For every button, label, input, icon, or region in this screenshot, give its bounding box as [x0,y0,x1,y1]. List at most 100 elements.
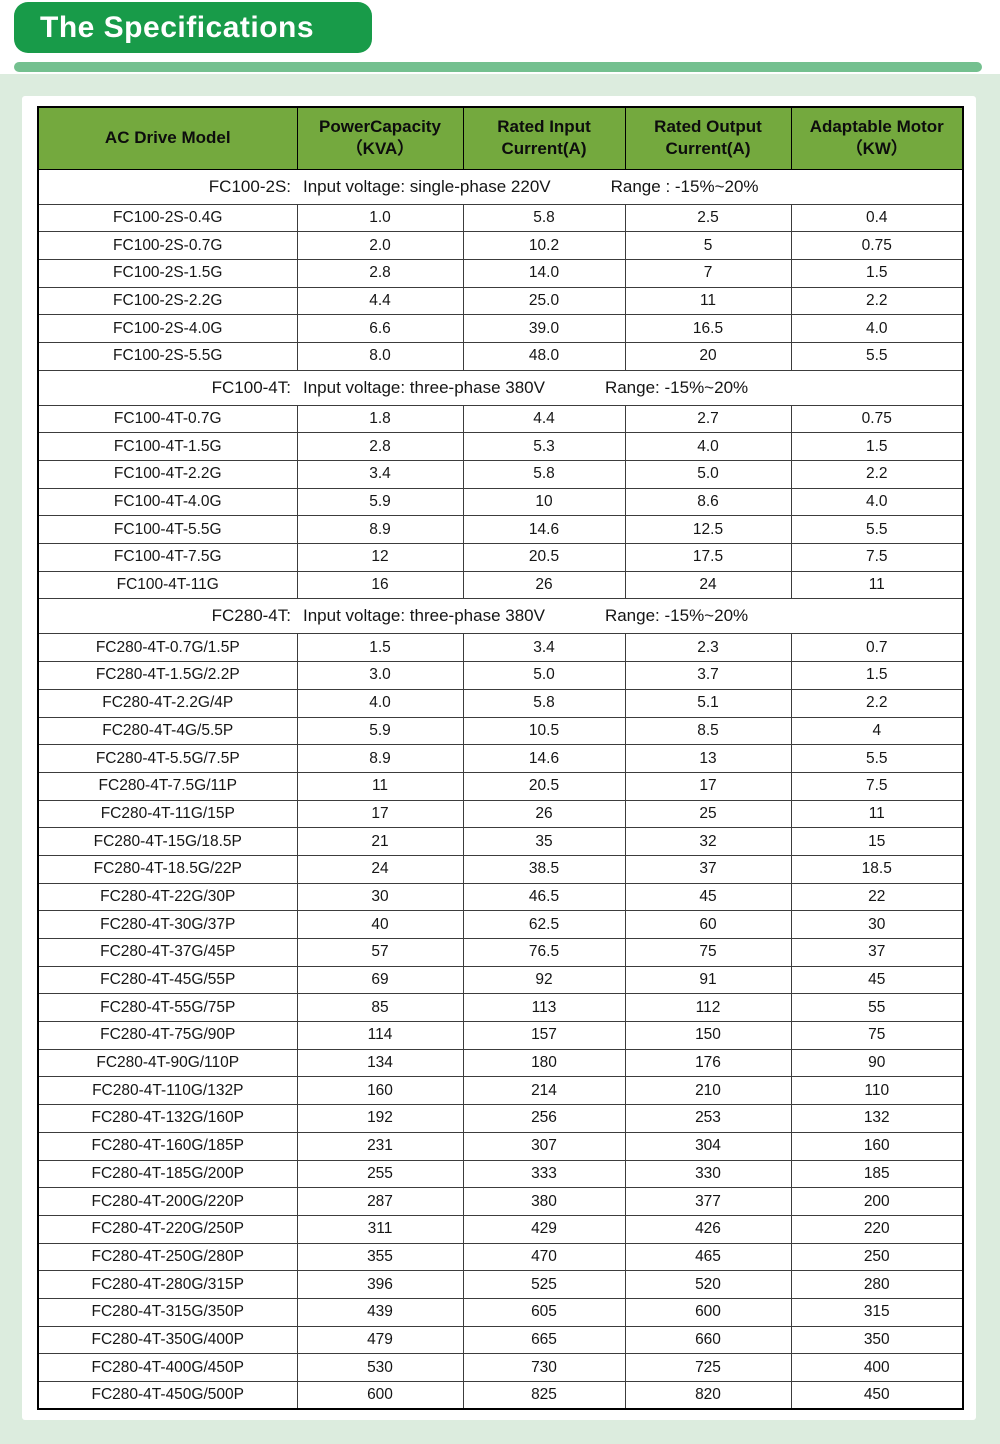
value-cell: 210 [624,1076,792,1106]
value-cell: 75 [624,938,792,967]
value-cell: 5.8 [462,688,626,718]
value-cell: 25.0 [462,286,626,316]
model-cell: FC280-4T-90G/110P [37,1048,298,1078]
value-cell: 20 [624,341,792,371]
value-cell: 132 [790,1104,964,1133]
column-header-line2: （KW） [845,139,908,159]
model-cell: FC280-4T-4G/5.5P [37,716,298,746]
table-head: AC Drive Model PowerCapacity （KVA） Rated In… [37,106,964,170]
value-cell: 10.5 [462,716,626,746]
model-cell: FC100-2S-4.0G [37,314,298,343]
value-cell: 91 [624,965,792,995]
table-body: FC100-2S: Input voltage: single-phase 220… [37,168,964,1410]
value-cell: 185 [790,1159,964,1189]
value-cell: 20.5 [462,771,626,801]
column-header-1: PowerCapacity （KVA） [296,106,464,170]
model-cell: FC280-4T-37G/45P [37,938,298,967]
table-row: FC100-4T-5.5G 8.9 14.6 12.5 5.5 [37,515,964,545]
section-model-label: FC100-2S: [208,176,291,196]
value-cell: 5.5 [790,515,964,545]
value-cell: 25 [624,799,792,829]
model-cell: FC100-4T-0.7G [37,404,298,434]
value-cell: 11 [790,799,964,829]
table-row: FC280-4T-2.2G/4P 4.0 5.8 5.1 2.2 [37,688,964,718]
value-cell: 40 [296,910,464,939]
table-row: FC280-4T-55G/75P 85 113 112 55 [37,993,964,1023]
value-cell: 253 [624,1104,792,1133]
model-cell: FC280-4T-18.5G/22P [37,854,298,884]
value-cell: 39.0 [462,314,626,343]
value-cell: 10 [462,487,626,517]
value-cell: 4.0 [790,487,964,517]
value-cell: 75 [790,1021,964,1050]
value-cell: 600 [296,1381,464,1410]
model-cell: FC280-4T-11G/15P [37,799,298,829]
model-cell: FC100-4T-7.5G [37,543,298,572]
table-row: FC100-4T-4.0G 5.9 10 8.6 4.0 [37,487,964,517]
model-cell: FC280-4T-200G/220P [37,1187,298,1216]
value-cell: 256 [462,1104,626,1133]
value-cell: 396 [296,1270,464,1299]
section-voltage-label: Input voltage: three-phase 380V [303,377,545,397]
value-cell: 5.0 [624,460,792,489]
value-cell: 150 [624,1021,792,1050]
model-cell: FC100-2S-0.7G [37,231,298,260]
value-cell: 180 [462,1048,626,1078]
spec-table: AC Drive Model PowerCapacity （KVA） Rated In… [37,106,964,1411]
table-row: FC280-4T-1.5G/2.2P 3.0 5.0 3.7 1.5 [37,661,964,690]
value-cell: 113 [462,993,626,1023]
column-header-2: Rated Input Current(A) [462,106,626,170]
value-cell: 22 [790,882,964,912]
table-row: FC280-4T-90G/110P 134 180 176 90 [37,1048,964,1078]
model-cell: FC280-4T-450G/500P [37,1381,298,1410]
value-cell: 17 [624,771,792,801]
model-cell: FC280-4T-280G/315P [37,1270,298,1299]
value-cell: 665 [462,1325,626,1355]
value-cell: 2.0 [296,231,464,260]
value-cell: 220 [790,1214,964,1244]
model-cell: FC280-4T-30G/37P [37,910,298,939]
value-cell: 21 [296,827,464,856]
value-cell: 825 [462,1381,626,1410]
value-cell: 3.4 [462,633,626,663]
column-header-line1: Adaptable Motor [809,117,944,137]
column-header-4: Adaptable Motor （KW） [790,106,964,170]
value-cell: 2.8 [296,258,464,288]
value-cell: 6.6 [296,314,464,343]
model-cell: FC100-4T-11G [37,570,298,600]
column-header-line2: （KVA） [345,139,415,159]
table-row: FC280-4T-350G/400P 479 665 660 350 [37,1325,964,1355]
column-header-line1: PowerCapacity [319,117,441,137]
value-cell: 4.0 [790,314,964,343]
model-cell: FC280-4T-55G/75P [37,993,298,1023]
value-cell: 16 [296,570,464,600]
value-cell: 439 [296,1297,464,1327]
table-row: FC100-2S-0.7G 2.0 10.2 5 0.75 [37,231,964,260]
value-cell: 14.0 [462,258,626,288]
table-row: FC100-2S-5.5G 8.0 48.0 20 5.5 [37,341,964,371]
table-header-row: AC Drive Model PowerCapacity （KVA） Rated In… [37,106,964,170]
value-cell: 307 [462,1131,626,1161]
table-row: FC280-4T-45G/55P 69 92 91 45 [37,965,964,995]
value-cell: 304 [624,1131,792,1161]
value-cell: 160 [296,1076,464,1106]
model-cell: FC100-4T-4.0G [37,487,298,517]
column-header-line1: Rated Output [654,117,762,137]
model-cell: FC100-4T-5.5G [37,515,298,545]
value-cell: 0.75 [790,404,964,434]
model-cell: FC280-4T-110G/132P [37,1076,298,1106]
section-header-line: FC100-4T: Input voltage: three-phase 380V… [41,378,960,398]
model-cell: FC280-4T-22G/30P [37,882,298,912]
value-cell: 76.5 [462,938,626,967]
table-row: FC280-4T-11G/15P 17 26 25 11 [37,799,964,829]
table-row: FC280-4T-30G/37P 40 62.5 60 30 [37,910,964,939]
table-row: FC280-4T-450G/500P 600 825 820 450 [37,1381,964,1410]
value-cell: 2.2 [790,688,964,718]
section-header-cell: FC100-4T: Input voltage: three-phase 380V… [38,369,963,406]
title-banner: The Specifications [14,2,372,53]
value-cell: 55 [790,993,964,1023]
value-cell: 0.7 [790,633,964,663]
section-range-label: Range : -15%~20% [610,176,759,196]
value-cell: 37 [624,854,792,884]
value-cell: 10.2 [462,231,626,260]
